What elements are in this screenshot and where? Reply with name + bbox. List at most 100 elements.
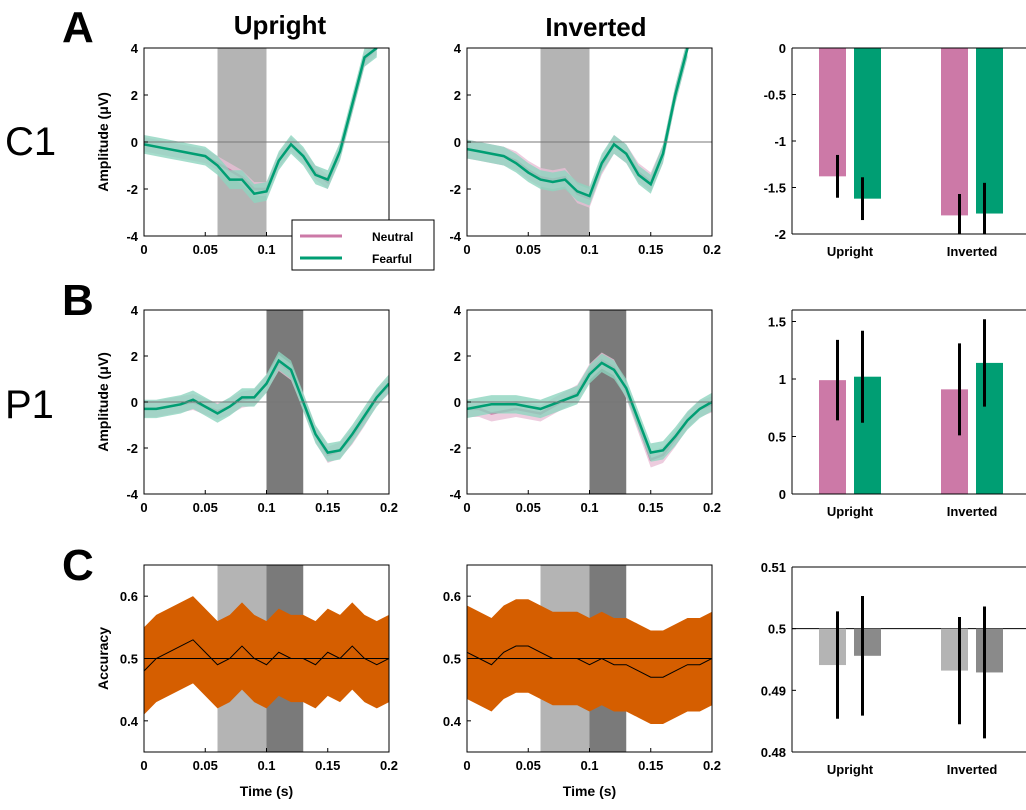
y-tick-label: -4 (126, 229, 138, 244)
x-tick-label: 0.2 (703, 242, 721, 257)
y-tick-label: 1 (779, 372, 786, 387)
y-tick-label: 0.6 (443, 589, 461, 604)
y-tick-label: 0 (131, 395, 138, 410)
bar (941, 389, 968, 494)
bar (976, 628, 1003, 673)
y-tick-label: -2 (126, 441, 138, 456)
x-tick-label: 0.1 (257, 242, 275, 257)
y-tick-label: 0 (454, 135, 461, 150)
bar (819, 48, 846, 177)
series-line (144, 639, 389, 672)
plot-inner (467, 48, 689, 236)
row-label-p1: P1 (5, 383, 54, 427)
x-tick-label: 0.2 (703, 500, 721, 515)
x-tick-label: 0.1 (257, 758, 275, 773)
x-tick-label: 0.15 (638, 758, 663, 773)
category-label: Inverted (947, 244, 998, 259)
category-label: Upright (827, 762, 874, 777)
line-panel-p1-upright: 0 0.05 0.1 0.15 0.2 -4 -2 0 2 4 Amplitude (μV) (95, 303, 398, 515)
bar (976, 362, 1003, 494)
y-tick-label: 0.49 (761, 683, 786, 698)
plot-area: 0 0.05 0.1 -4 -2 0 2 4 Amplitude (μV) 0 0.05 0.1 0.1… (95, 41, 1026, 799)
x-tick-label: 0 (463, 242, 470, 257)
bar (854, 48, 881, 199)
x-tick-label: 0.05 (516, 242, 541, 257)
line-panel-p1-inverted: 0 0.05 0.1 0.15 0.2 -4 -2 0 2 4 (449, 303, 721, 515)
x-tick-label: 0.2 (380, 500, 398, 515)
y-tick-label: -4 (449, 487, 461, 502)
category-label: Inverted (947, 762, 998, 777)
series-line (144, 48, 378, 196)
bar (819, 380, 846, 494)
bar (941, 628, 968, 671)
x-tick-label: 0.1 (580, 242, 598, 257)
y-tick-label: -1.5 (764, 181, 786, 196)
y-tick-label: 0.6 (120, 589, 138, 604)
column-title-inverted: Inverted (545, 12, 646, 42)
line-panel-acc-inverted: 0 0.05 0.1 0.15 0.2 0.4 0.5 0.6 Time (s) (443, 564, 721, 799)
x-tick-label: 0.05 (193, 758, 218, 773)
y-tick-label: -2 (774, 227, 786, 242)
y-tick-label: 4 (454, 303, 462, 318)
category-label: Upright (827, 504, 874, 519)
y-tick-label: 2 (454, 349, 461, 364)
x-tick-label: 0.1 (257, 500, 275, 515)
y-tick-label: 2 (131, 349, 138, 364)
x-tick-label: 0.15 (638, 500, 663, 515)
column-title-upright: Upright (234, 10, 327, 40)
x-axis-label: Time (s) (240, 783, 293, 799)
y-tick-label: 0 (131, 135, 138, 150)
bar (854, 376, 881, 494)
x-tick-label: 0 (140, 242, 147, 257)
bar-panel-c1-bars: -2 -1.5 -1 -0.5 0 Upright Inverted (764, 41, 1026, 259)
x-tick-label: 0.15 (638, 242, 663, 257)
line-panel-acc-upright: 0 0.05 0.1 0.15 0.2 0.4 0.5 0.6 Accuracy Time (s) (95, 564, 398, 799)
error-band (467, 599, 712, 724)
y-tick-label: 2 (131, 88, 138, 103)
series-line (144, 358, 389, 454)
y-tick-label: 0 (454, 395, 461, 410)
x-tick-label: 0.15 (315, 758, 340, 773)
category-label: Upright (827, 244, 874, 259)
panel-letter-a: A (62, 3, 94, 52)
x-tick-label: 0.05 (193, 500, 218, 515)
y-tick-label: 0.5 (120, 652, 138, 667)
y-tick-label: 1.5 (768, 315, 786, 330)
panel-letter-b: B (62, 276, 94, 325)
y-tick-label: 0.4 (443, 714, 462, 729)
row-label-c1: C1 (5, 120, 56, 164)
y-tick-label: 4 (131, 303, 139, 318)
y-tick-label: 0 (779, 487, 786, 502)
y-tick-label: 0 (779, 41, 786, 56)
x-tick-label: 0.1 (580, 758, 598, 773)
x-tick-label: 0.1 (580, 500, 598, 515)
line-panel-c1-upright: 0 0.05 0.1 -4 -2 0 2 4 Amplitude (μV) (95, 41, 390, 257)
category-label: Inverted (947, 504, 998, 519)
y-tick-label: 0.5 (768, 622, 786, 637)
y-tick-label: 2 (454, 88, 461, 103)
bar (976, 48, 1003, 214)
error-band (144, 351, 389, 462)
bar (819, 628, 846, 666)
bar (941, 48, 968, 216)
panel-letter-c: C (62, 541, 94, 590)
series-line (467, 645, 712, 678)
y-tick-label: 0.5 (443, 652, 461, 667)
x-tick-label: 0 (140, 758, 147, 773)
legend-box (291, 219, 435, 271)
y-tick-label: -0.5 (764, 88, 786, 103)
plot-inner (144, 48, 378, 236)
series-line (467, 361, 712, 455)
y-tick-label: 0.51 (761, 560, 786, 575)
x-tick-label: 0 (140, 500, 147, 515)
x-axis-label: Time (s) (563, 783, 616, 799)
x-tick-label: 0 (463, 500, 470, 515)
error-band (144, 596, 389, 715)
legend-label-fearful: Fearful (372, 252, 412, 266)
y-tick-label: -2 (126, 182, 138, 197)
x-tick-label: 0.2 (380, 758, 398, 773)
bar (854, 628, 881, 656)
y-tick-label: 4 (454, 41, 462, 56)
y-tick-label: -4 (126, 487, 138, 502)
